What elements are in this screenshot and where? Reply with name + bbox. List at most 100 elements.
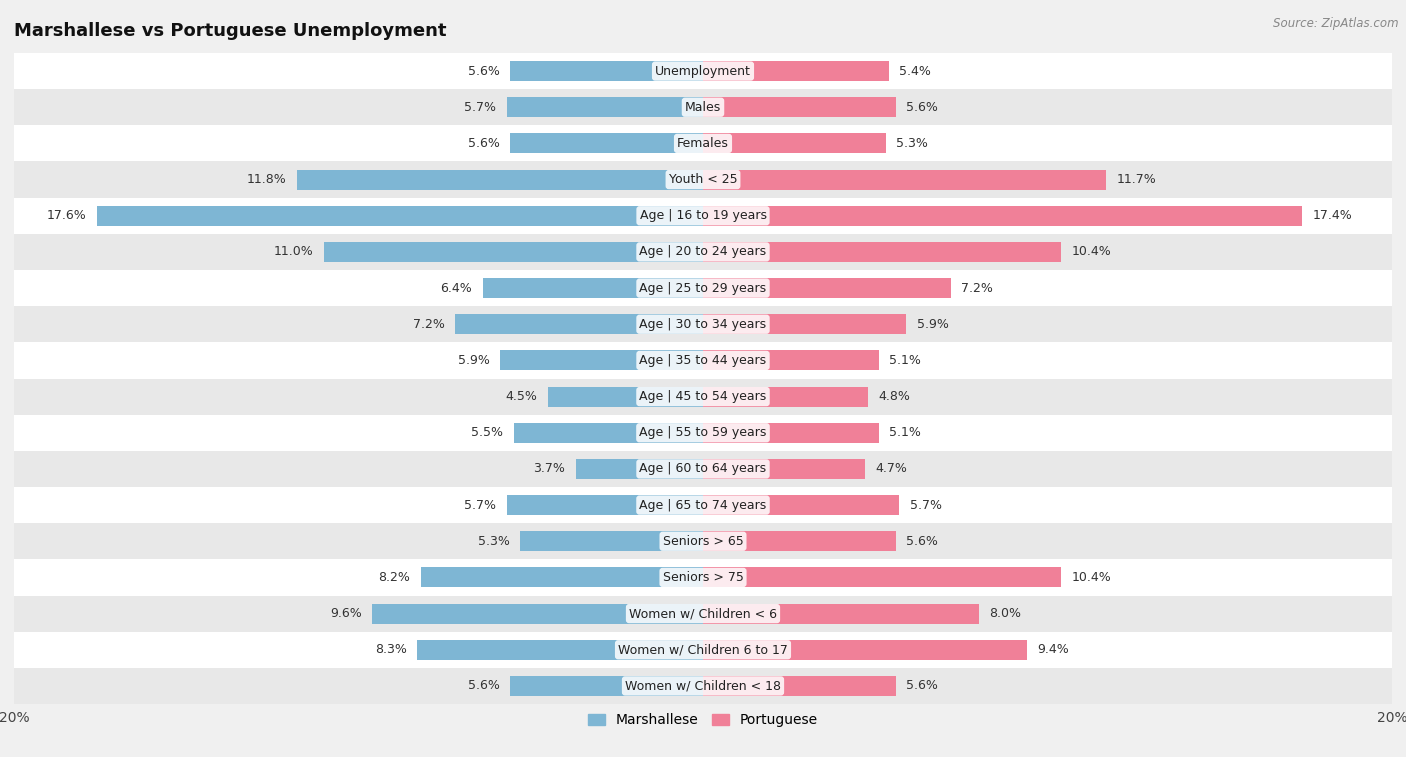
Bar (703, 242, 1062, 262)
Bar (703, 98, 896, 117)
Text: 5.4%: 5.4% (900, 64, 931, 77)
Bar (373, 603, 703, 624)
Text: 8.0%: 8.0% (988, 607, 1021, 620)
Bar (703, 387, 869, 407)
Text: 5.6%: 5.6% (468, 137, 499, 150)
Text: 8.2%: 8.2% (378, 571, 411, 584)
Bar (14, 631, 1392, 668)
Text: Age | 45 to 54 years: Age | 45 to 54 years (640, 390, 766, 403)
Text: 5.6%: 5.6% (907, 680, 938, 693)
Text: 4.8%: 4.8% (879, 390, 911, 403)
Bar (575, 459, 703, 479)
Text: Seniors > 75: Seniors > 75 (662, 571, 744, 584)
Bar (510, 676, 703, 696)
Text: Age | 35 to 44 years: Age | 35 to 44 years (640, 354, 766, 367)
Text: 5.1%: 5.1% (889, 354, 921, 367)
Bar (510, 133, 703, 154)
Bar (703, 603, 979, 624)
Bar (420, 568, 703, 587)
Text: Marshallese vs Portuguese Unemployment: Marshallese vs Portuguese Unemployment (14, 22, 447, 40)
Bar (703, 459, 865, 479)
Bar (703, 676, 896, 696)
Bar (482, 278, 703, 298)
Text: Women w/ Children < 6: Women w/ Children < 6 (628, 607, 778, 620)
Text: 5.5%: 5.5% (471, 426, 503, 439)
Bar (14, 559, 1392, 596)
Text: 4.5%: 4.5% (506, 390, 537, 403)
Text: Age | 20 to 24 years: Age | 20 to 24 years (640, 245, 766, 258)
Text: 8.3%: 8.3% (375, 643, 406, 656)
Text: 5.6%: 5.6% (907, 534, 938, 548)
Bar (14, 234, 1392, 270)
Bar (14, 596, 1392, 631)
Bar (703, 531, 896, 551)
Bar (703, 278, 950, 298)
Bar (506, 495, 703, 515)
Text: Age | 55 to 59 years: Age | 55 to 59 years (640, 426, 766, 439)
Bar (14, 523, 1392, 559)
Text: 4.7%: 4.7% (875, 463, 907, 475)
Bar (14, 89, 1392, 126)
Bar (14, 198, 1392, 234)
Text: Women w/ Children 6 to 17: Women w/ Children 6 to 17 (619, 643, 787, 656)
Bar (323, 242, 703, 262)
Bar (703, 133, 886, 154)
Text: Age | 25 to 29 years: Age | 25 to 29 years (640, 282, 766, 294)
Bar (14, 378, 1392, 415)
Bar (14, 342, 1392, 378)
Text: 17.6%: 17.6% (46, 209, 86, 223)
Bar (456, 314, 703, 334)
Bar (548, 387, 703, 407)
Bar (97, 206, 703, 226)
Bar (520, 531, 703, 551)
Bar (510, 61, 703, 81)
Text: 5.3%: 5.3% (896, 137, 928, 150)
Text: 5.1%: 5.1% (889, 426, 921, 439)
Text: 5.9%: 5.9% (917, 318, 949, 331)
Text: 5.7%: 5.7% (910, 499, 942, 512)
Text: Unemployment: Unemployment (655, 64, 751, 77)
Bar (506, 98, 703, 117)
Text: Males: Males (685, 101, 721, 114)
Text: 5.7%: 5.7% (464, 101, 496, 114)
Text: 9.6%: 9.6% (330, 607, 361, 620)
Text: 10.4%: 10.4% (1071, 571, 1111, 584)
Text: Age | 60 to 64 years: Age | 60 to 64 years (640, 463, 766, 475)
Bar (703, 495, 900, 515)
Text: 3.7%: 3.7% (533, 463, 565, 475)
Text: Seniors > 65: Seniors > 65 (662, 534, 744, 548)
Bar (14, 270, 1392, 306)
Bar (14, 415, 1392, 451)
Text: Age | 16 to 19 years: Age | 16 to 19 years (640, 209, 766, 223)
Bar (703, 350, 879, 370)
Text: 5.6%: 5.6% (907, 101, 938, 114)
Text: 10.4%: 10.4% (1071, 245, 1111, 258)
Text: 7.2%: 7.2% (413, 318, 444, 331)
Bar (703, 61, 889, 81)
Bar (703, 423, 879, 443)
Bar (499, 350, 703, 370)
Bar (14, 126, 1392, 161)
Text: 5.7%: 5.7% (464, 499, 496, 512)
Text: Women w/ Children < 18: Women w/ Children < 18 (626, 680, 780, 693)
Text: Source: ZipAtlas.com: Source: ZipAtlas.com (1274, 17, 1399, 30)
Text: Age | 65 to 74 years: Age | 65 to 74 years (640, 499, 766, 512)
Bar (14, 306, 1392, 342)
Text: Age | 30 to 34 years: Age | 30 to 34 years (640, 318, 766, 331)
Bar (513, 423, 703, 443)
Bar (703, 640, 1026, 659)
Bar (703, 170, 1107, 189)
Text: 5.6%: 5.6% (468, 64, 499, 77)
Bar (14, 487, 1392, 523)
Text: Females: Females (678, 137, 728, 150)
Bar (703, 206, 1302, 226)
Text: 11.8%: 11.8% (246, 173, 287, 186)
Text: 11.0%: 11.0% (274, 245, 314, 258)
Text: Youth < 25: Youth < 25 (669, 173, 737, 186)
Bar (703, 568, 1062, 587)
Text: 9.4%: 9.4% (1038, 643, 1069, 656)
Bar (14, 451, 1392, 487)
Text: 17.4%: 17.4% (1313, 209, 1353, 223)
Bar (14, 161, 1392, 198)
Text: 5.3%: 5.3% (478, 534, 510, 548)
